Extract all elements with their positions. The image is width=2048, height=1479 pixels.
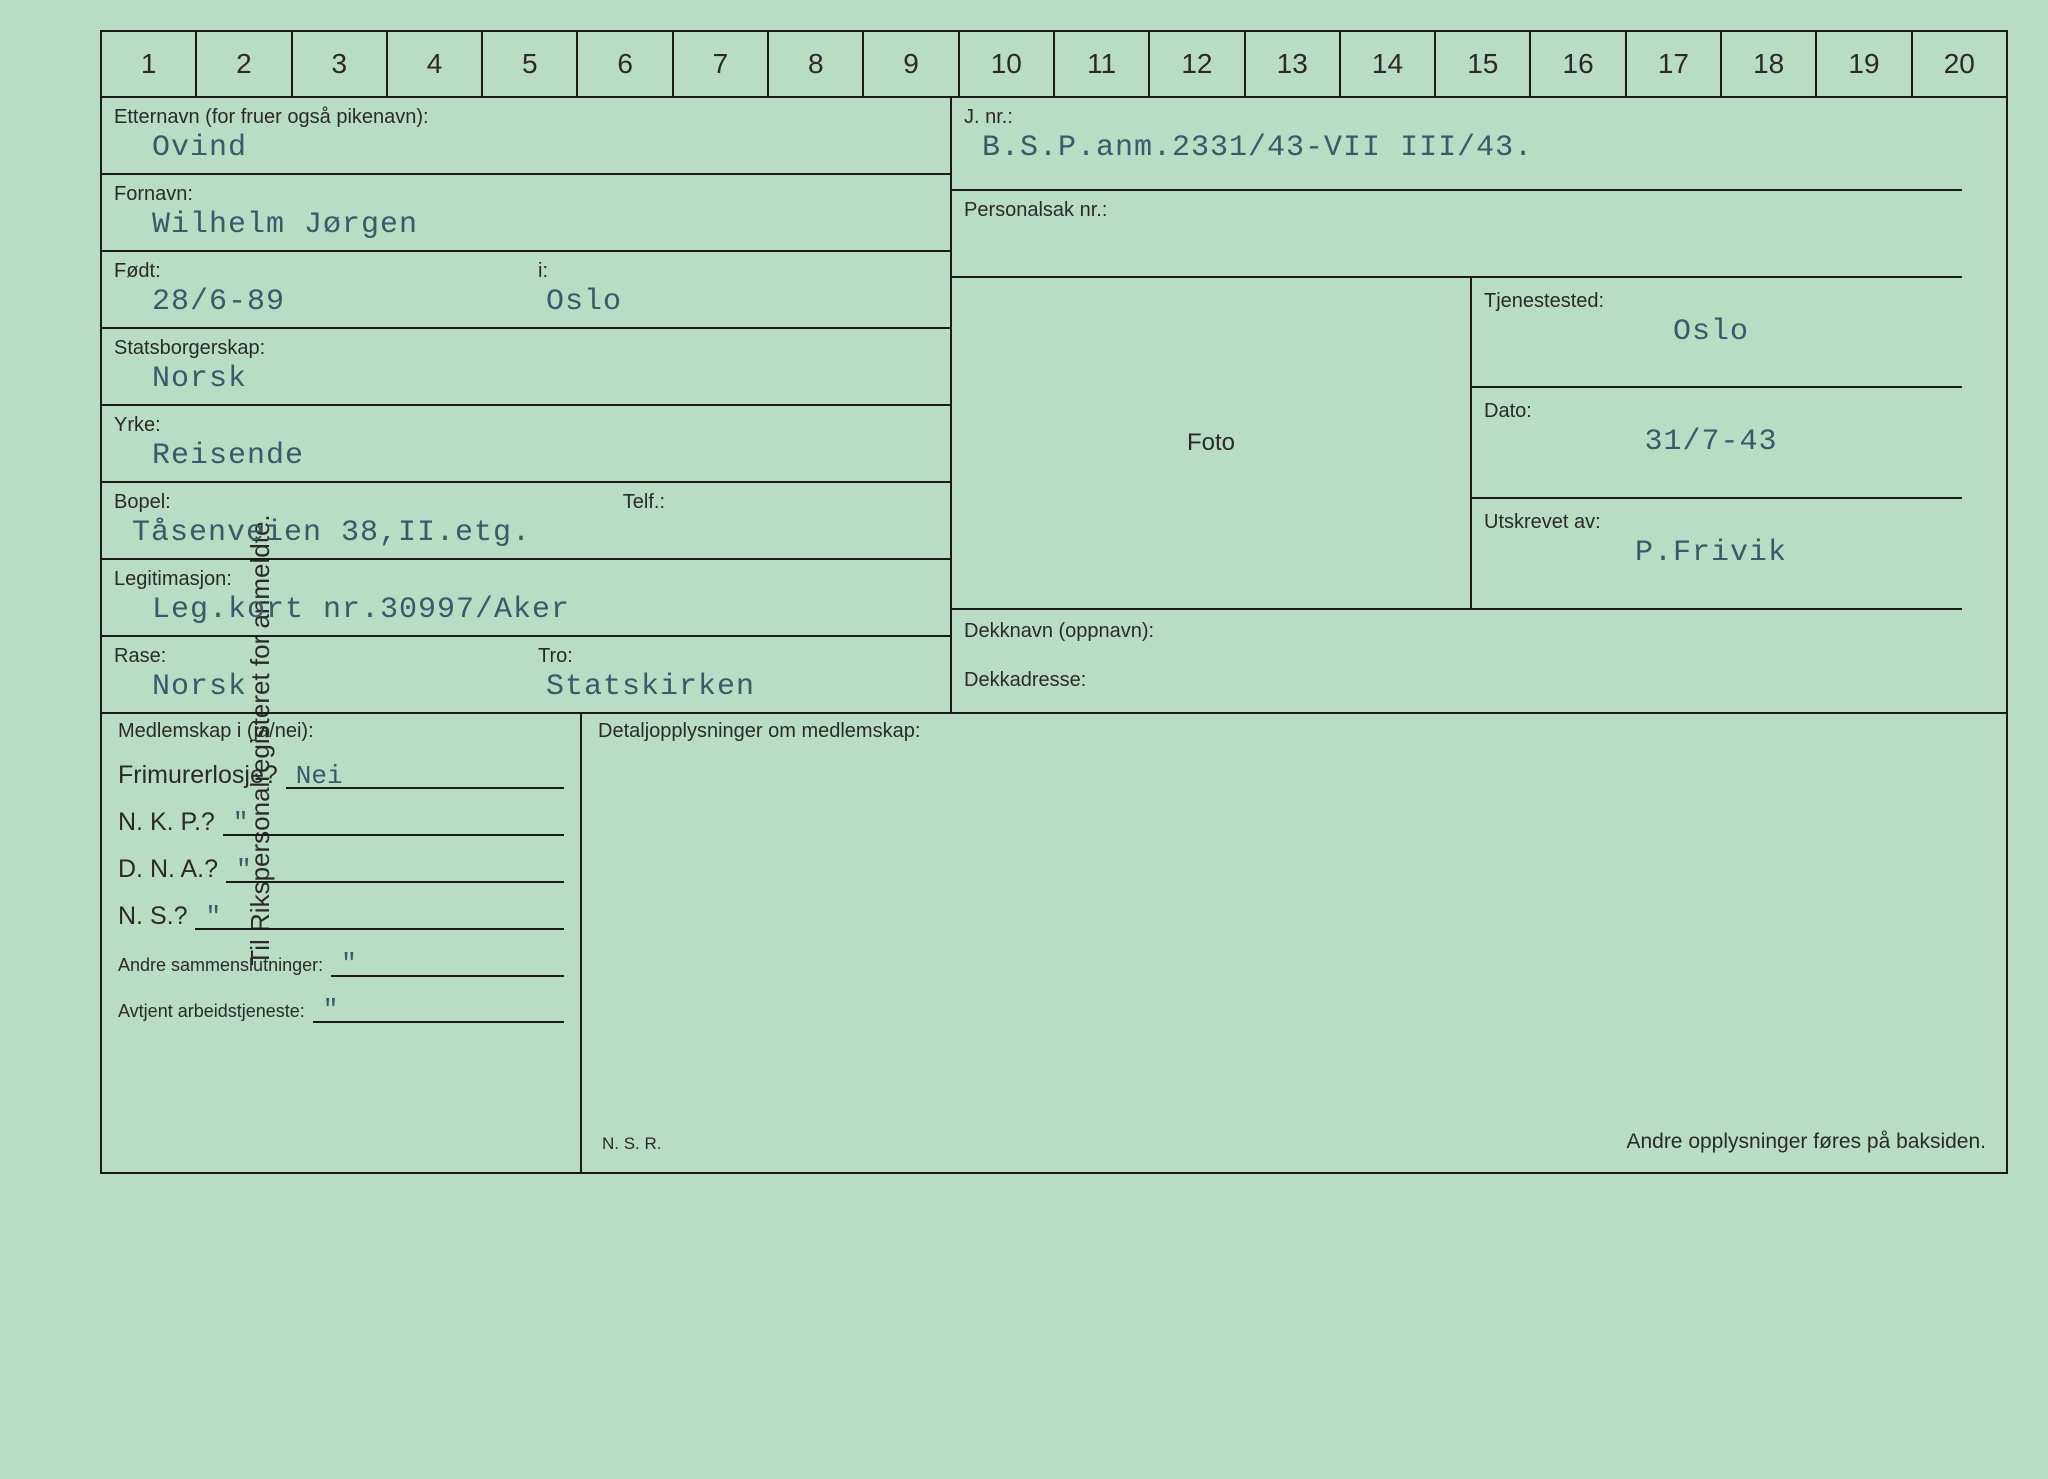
ruler-cell: 3 xyxy=(291,32,386,96)
label-tjenestested: Tjenestested: xyxy=(1472,286,1962,313)
membership-label: Avtjent arbeidstjeneste: xyxy=(118,1001,305,1023)
membership-label: Andre sammenslutninger: xyxy=(118,955,323,977)
foto-area: Foto xyxy=(952,278,1472,610)
ruler-cell: 16 xyxy=(1529,32,1624,96)
label-statsborgerskap: Statsborgerskap: xyxy=(102,333,950,360)
ruler-cell: 2 xyxy=(195,32,290,96)
ruler-cell: 18 xyxy=(1720,32,1815,96)
ruler-cell: 6 xyxy=(576,32,671,96)
field-tjenestested: Tjenestested: Oslo xyxy=(1472,278,1962,389)
value-yrke: Reisende xyxy=(102,437,950,479)
ruler-cell: 4 xyxy=(386,32,481,96)
label-dekknavn: Dekknavn (oppnavn): xyxy=(952,616,1962,643)
field-dato: Dato: 31/7-43 xyxy=(1472,388,1962,499)
label-personalsak: Personalsak nr.: xyxy=(952,195,1962,222)
label-rase: Rase: xyxy=(102,641,526,668)
ruler-row: 1 2 3 4 5 6 7 8 9 10 11 12 13 14 15 16 1… xyxy=(100,30,2008,98)
membership-value: " xyxy=(195,902,564,930)
value-dato: 31/7-43 xyxy=(1472,423,1962,465)
ruler-cell: 13 xyxy=(1244,32,1339,96)
value-bopel: Tåsenveien 38,II.etg. xyxy=(102,514,611,556)
ruler-cell: 11 xyxy=(1053,32,1148,96)
label-fodt: Født: xyxy=(102,256,526,283)
label-fornavn: Fornavn: xyxy=(102,179,950,206)
label-utskrevet: Utskrevet av: xyxy=(1472,507,1962,534)
membership-avtjent: Avtjent arbeidstjeneste: " xyxy=(118,995,564,1023)
value-utskrevet: P.Frivik xyxy=(1472,534,1962,576)
value-rase: Norsk xyxy=(102,668,526,710)
field-utskrevet: Utskrevet av: P.Frivik xyxy=(1472,499,1962,608)
field-legitimasjon: Legitimasjon: Leg.kort nr.30997/Aker xyxy=(102,560,950,637)
right-stack: Tjenestested: Oslo Dato: 31/7-43 Utskrev… xyxy=(1472,278,1962,610)
field-personalsak: Personalsak nr.: xyxy=(952,191,1962,277)
details-column: Detaljopplysninger om medlemskap: N. S. … xyxy=(582,714,2006,1172)
field-etternavn: Etternavn (for fruer også pikenavn): Ovi… xyxy=(102,98,950,175)
ruler-cell: 5 xyxy=(481,32,576,96)
field-fodt-row: Født: 28/6-89 i: Oslo xyxy=(102,252,950,329)
membership-value: " xyxy=(313,995,564,1023)
membership-label: Frimurerlosje? xyxy=(118,761,278,790)
value-legitimasjon: Leg.kort nr.30997/Aker xyxy=(102,591,950,633)
ruler-cell: 19 xyxy=(1815,32,1910,96)
membership-row: Frimurerlosje? Nei xyxy=(118,761,564,790)
value-etternavn: Ovind xyxy=(102,129,950,171)
value-personalsak xyxy=(952,222,1962,230)
ruler-cell: 10 xyxy=(958,32,1053,96)
ruler-cell: 17 xyxy=(1625,32,1720,96)
membership-label: N. K. P.? xyxy=(118,808,215,837)
field-yrke: Yrke: Reisende xyxy=(102,406,950,483)
label-jnr: J. nr.: xyxy=(952,102,1962,129)
membership-label: N. S.? xyxy=(118,902,187,931)
ruler-cell: 20 xyxy=(1911,32,2008,96)
value-tjenestested: Oslo xyxy=(1472,313,1962,355)
field-bopel-row: Bopel: Tåsenveien 38,II.etg. Telf.: xyxy=(102,483,950,560)
label-telf: Telf.: xyxy=(611,487,950,514)
field-rase-tro-row: Rase: Norsk Tro: Statskirken xyxy=(102,637,950,712)
label-bopel: Bopel: xyxy=(102,487,611,514)
membership-label: D. N. A.? xyxy=(118,855,218,884)
membership-value: Nei xyxy=(286,761,564,789)
label-yrke: Yrke: xyxy=(102,410,950,437)
footer-nsr: N. S. R. xyxy=(602,1134,662,1154)
main-grid: Etternavn (for fruer også pikenavn): Ovi… xyxy=(100,98,2008,714)
ruler-cell: 15 xyxy=(1434,32,1529,96)
membership-row: D. N. A.? " xyxy=(118,855,564,884)
label-legitimasjon: Legitimasjon: xyxy=(102,564,950,591)
value-statsborgerskap: Norsk xyxy=(102,360,950,402)
field-dekk: Dekknavn (oppnavn): Dekkadresse: xyxy=(952,610,1962,712)
membership-andre: Andre sammenslutninger: " xyxy=(118,949,564,977)
value-fodt-i: Oslo xyxy=(526,283,950,325)
ruler-cell: 8 xyxy=(767,32,862,96)
value-jnr: B.S.P.anm.2331/43-VII III/43. xyxy=(952,129,1962,171)
value-fornavn: Wilhelm Jørgen xyxy=(102,206,950,248)
membership-value: " xyxy=(226,855,564,883)
label-etternavn: Etternavn (for fruer også pikenavn): xyxy=(102,102,950,129)
field-statsborgerskap: Statsborgerskap: Norsk xyxy=(102,329,950,406)
membership-column: Medlemskap i (ja/nei): Frimurerlosje? Ne… xyxy=(102,714,582,1172)
label-dato: Dato: xyxy=(1472,396,1962,423)
label-tro: Tro: xyxy=(526,641,950,668)
label-detaljer: Detaljopplysninger om medlemskap: xyxy=(598,720,1990,743)
field-jnr: J. nr.: B.S.P.anm.2331/43-VII III/43. xyxy=(952,98,1962,191)
ruler-cell: 9 xyxy=(862,32,957,96)
ruler-cell: 12 xyxy=(1148,32,1243,96)
bottom-section: Medlemskap i (ja/nei): Frimurerlosje? Ne… xyxy=(100,714,2008,1174)
value-telf xyxy=(611,514,950,522)
registration-card: 1 2 3 4 5 6 7 8 9 10 11 12 13 14 15 16 1… xyxy=(100,30,2008,1449)
membership-row: N. S.? " xyxy=(118,902,564,931)
ruler-cell: 1 xyxy=(100,32,195,96)
label-dekkadresse: Dekkadresse: xyxy=(952,665,1962,692)
membership-row: N. K. P.? " xyxy=(118,808,564,837)
footer-note: Andre opplysninger føres på baksiden. xyxy=(1626,1130,1986,1154)
label-foto: Foto xyxy=(1187,429,1235,457)
ruler-cell: 14 xyxy=(1339,32,1434,96)
field-fornavn: Fornavn: Wilhelm Jørgen xyxy=(102,175,950,252)
label-fodt-i: i: xyxy=(526,256,950,283)
membership-value: " xyxy=(331,949,564,977)
membership-value: " xyxy=(223,808,564,836)
value-tro: Statskirken xyxy=(526,668,950,710)
ruler-cell: 7 xyxy=(672,32,767,96)
label-medlemskap: Medlemskap i (ja/nei): xyxy=(118,720,564,743)
value-fodt: 28/6-89 xyxy=(102,283,526,325)
